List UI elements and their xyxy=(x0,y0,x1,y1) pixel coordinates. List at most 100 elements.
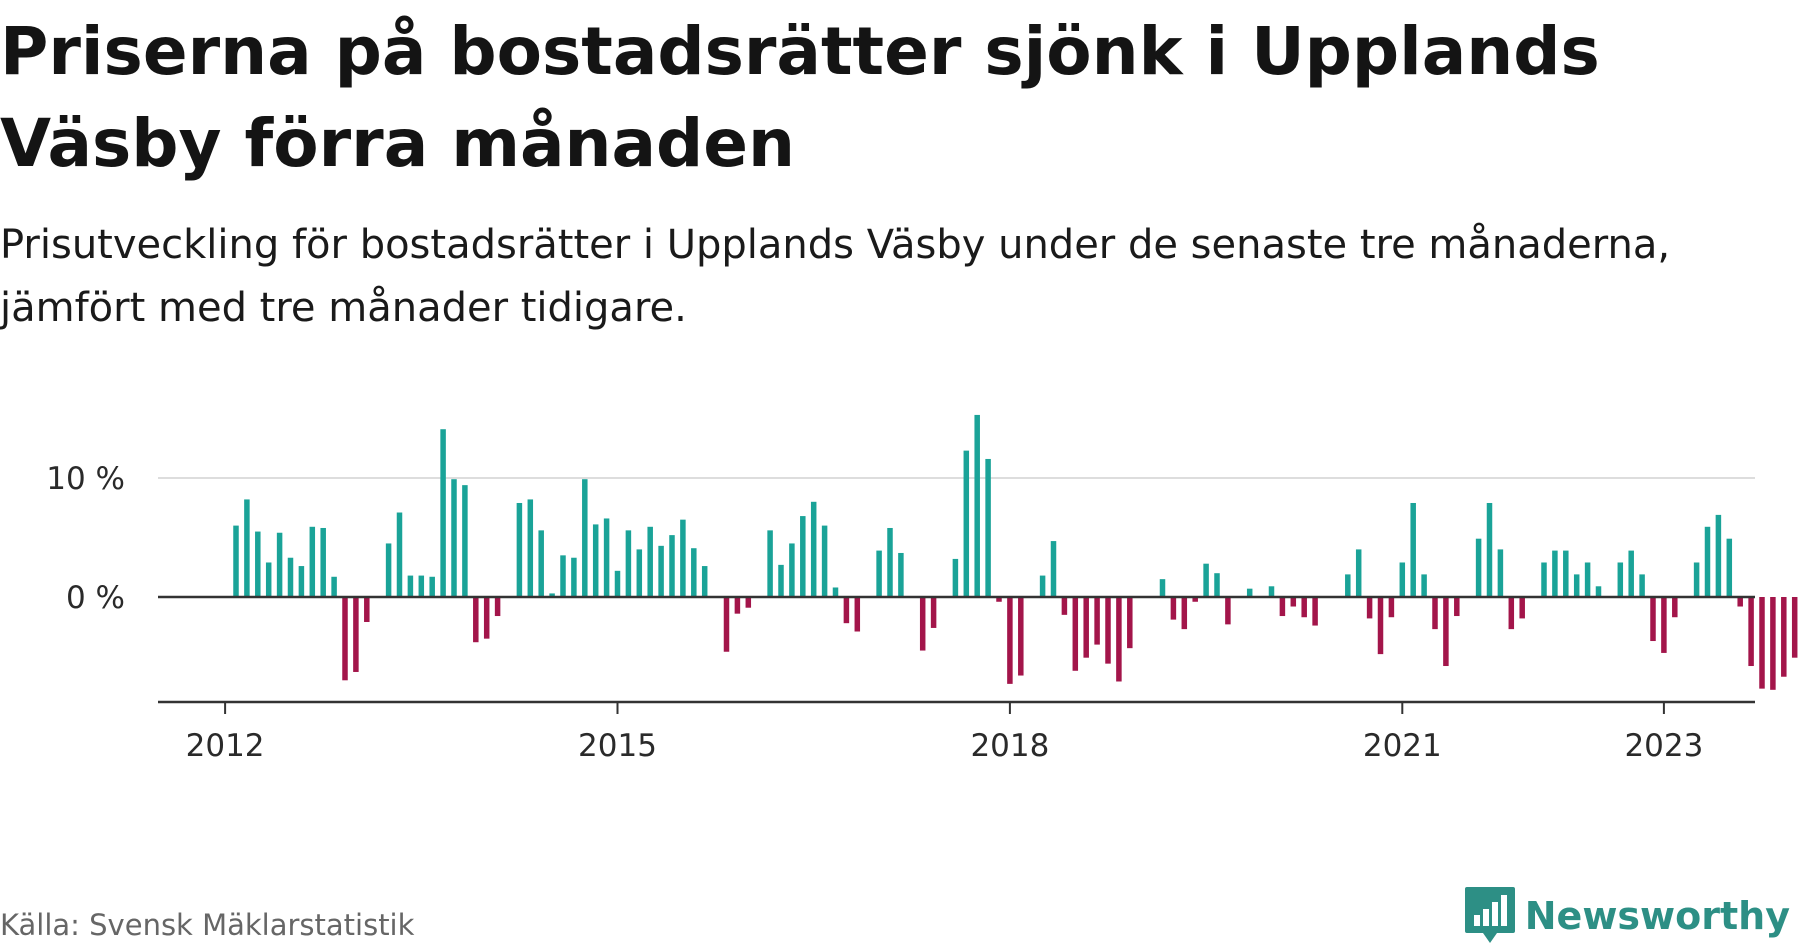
bar-positive xyxy=(516,502,523,597)
bar-positive xyxy=(821,525,828,597)
bar-positive xyxy=(527,499,534,597)
bar-negative xyxy=(1279,597,1286,617)
bar-negative xyxy=(854,597,861,632)
bar-positive xyxy=(832,587,839,597)
bar-negative xyxy=(1007,597,1013,684)
bar-positive xyxy=(876,550,882,597)
bar-positive xyxy=(767,530,773,597)
bar-positive xyxy=(647,526,653,597)
bar-positive xyxy=(571,557,577,597)
bar-positive xyxy=(963,450,970,597)
bar-positive xyxy=(800,516,806,597)
bar-negative xyxy=(1388,597,1395,618)
bar-positive xyxy=(952,558,959,597)
bar-positive xyxy=(1355,549,1362,597)
bar-positive xyxy=(603,518,610,597)
bar-negative xyxy=(1170,597,1177,620)
brand-name: Newsworthy xyxy=(1524,894,1790,938)
bar-negative xyxy=(1290,597,1297,607)
bar-positive xyxy=(1410,502,1416,597)
bar-negative xyxy=(1181,597,1188,630)
bar-negative xyxy=(1116,597,1122,682)
bar-positive xyxy=(778,564,784,597)
source-label: Källa: Svensk Mäklarstatistik xyxy=(0,908,415,942)
bar-positive xyxy=(810,501,817,597)
bar-positive xyxy=(1203,563,1209,597)
bar-negative xyxy=(1791,597,1798,658)
bar-positive xyxy=(549,593,555,597)
bar-negative xyxy=(1072,597,1079,671)
bar-negative xyxy=(1781,597,1787,677)
y-tick-label: 10 % xyxy=(46,461,125,497)
bar-positive xyxy=(1541,562,1547,597)
bar-positive xyxy=(1573,574,1580,597)
bar-positive xyxy=(1399,562,1406,597)
bar-positive xyxy=(440,429,446,597)
bar-positive xyxy=(1563,550,1569,597)
bar-positive xyxy=(1639,574,1645,597)
bar-positive xyxy=(985,458,991,597)
bar-negative xyxy=(843,597,850,624)
bar-negative xyxy=(1661,597,1667,653)
x-tick-label: 2023 xyxy=(1624,728,1703,764)
bar-positive xyxy=(287,557,294,597)
bar-negative xyxy=(1432,597,1438,630)
bar-negative xyxy=(996,597,1002,602)
bar-negative xyxy=(723,597,730,652)
bar-negative xyxy=(483,597,490,639)
bar-positive xyxy=(614,570,621,597)
bar-positive xyxy=(462,485,468,597)
bar-positive xyxy=(255,531,261,597)
bar-negative xyxy=(1061,597,1068,615)
bar-positive xyxy=(887,527,893,597)
bar-positive xyxy=(658,545,664,597)
bar-positive xyxy=(407,575,414,597)
bar-positive xyxy=(1726,538,1733,597)
bar-positive xyxy=(1246,588,1253,597)
bar-positive xyxy=(1159,579,1166,597)
bar-negative xyxy=(1094,597,1100,645)
bar-positive xyxy=(1486,502,1493,597)
bar-positive xyxy=(1628,550,1634,597)
bar-positive xyxy=(451,479,457,597)
bar-negative xyxy=(1301,597,1307,618)
bar-negative xyxy=(473,597,479,643)
bar-positive xyxy=(1617,562,1624,597)
bar-positive xyxy=(244,499,250,597)
bar-positive xyxy=(669,535,675,597)
bar-positive xyxy=(298,566,305,597)
bar-positive xyxy=(385,543,392,597)
x-tick-label: 2018 xyxy=(970,728,1049,764)
bar-positive xyxy=(538,530,544,597)
bar-positive xyxy=(1704,526,1711,597)
bar-positive xyxy=(1214,573,1220,597)
bar-positive xyxy=(309,526,316,597)
bar-negative xyxy=(1225,597,1231,625)
bar-negative xyxy=(1508,597,1515,630)
bar-positive xyxy=(560,555,566,597)
bar-negative xyxy=(1737,597,1743,607)
bar-positive xyxy=(974,414,980,597)
bar-positive xyxy=(1497,549,1504,597)
bar-negative xyxy=(364,597,370,622)
bar-negative xyxy=(353,597,359,672)
bar-negative xyxy=(494,597,501,617)
bar-negative xyxy=(1127,597,1133,649)
bar-positive xyxy=(592,524,599,597)
bar-negative xyxy=(1377,597,1384,655)
y-tick-label: 0 % xyxy=(66,580,125,616)
bar-positive xyxy=(636,549,643,597)
bar-negative xyxy=(1650,597,1656,642)
bar-positive xyxy=(276,532,283,597)
bar-positive xyxy=(1715,514,1722,597)
chart-subtitle: Prisutveckling för bostadsrätter i Uppla… xyxy=(0,222,1671,331)
newsworthy-brand[interactable]: Newsworthy xyxy=(1463,885,1790,947)
bar-positive xyxy=(1584,562,1591,597)
bar-positive xyxy=(331,576,337,597)
bar-negative xyxy=(1443,597,1449,667)
bar-negative xyxy=(1519,597,1525,619)
bar-negative xyxy=(1672,597,1678,618)
bar-negative xyxy=(1105,597,1111,664)
bar-positive xyxy=(320,527,326,597)
